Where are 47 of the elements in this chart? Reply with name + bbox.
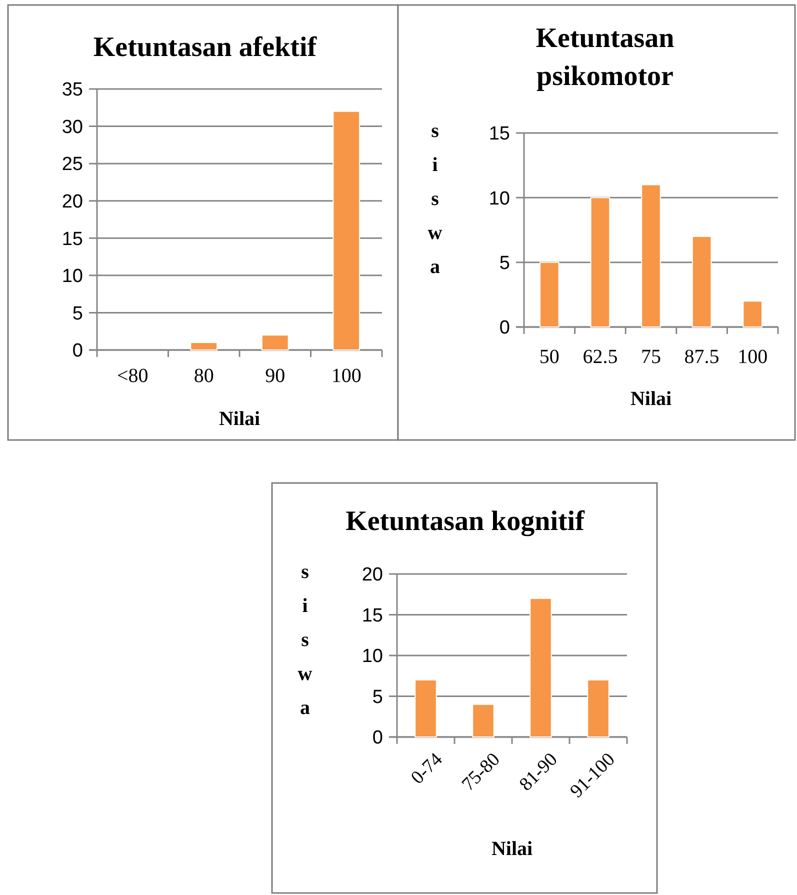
x-tick-label: 50 <box>539 346 560 368</box>
bar <box>587 679 610 738</box>
chart-title: Ketuntasan psikomotor <box>536 23 675 92</box>
x-tick-label: 100 <box>331 365 362 387</box>
y-tick-label: 5 <box>499 252 510 274</box>
x-tick-label: 87.5 <box>684 346 720 368</box>
x-tick-label: 100 <box>738 346 768 368</box>
y-axis-title: siswa <box>428 120 443 278</box>
x-tick-label: 0-74 <box>407 748 448 789</box>
bar <box>530 598 552 738</box>
y-tick-label: 20 <box>362 564 383 586</box>
y-tick-label: 35 <box>62 80 83 101</box>
bar <box>692 236 712 328</box>
chart-title: Ketuntasan afektif <box>93 32 318 63</box>
bar <box>190 342 218 350</box>
x-axis-title: Nilai <box>218 408 260 430</box>
y-tick-label: 10 <box>362 646 383 668</box>
bar <box>414 679 437 738</box>
y-tick-label: 10 <box>488 188 510 210</box>
x-tick-label: 75 <box>641 346 661 368</box>
y-tick-label: 0 <box>372 728 383 749</box>
x-tick-label: 62.5 <box>582 346 618 368</box>
bar <box>332 110 360 350</box>
x-tick-label: <80 <box>116 365 148 387</box>
y-axis-title: siswa <box>298 561 313 719</box>
bar <box>261 334 289 350</box>
bar <box>540 262 560 328</box>
bar <box>742 300 762 328</box>
bar <box>472 704 494 738</box>
y-tick-label: 15 <box>362 605 383 626</box>
x-axis-title: Nilai <box>491 838 533 860</box>
x-tick-label: 80 <box>194 365 214 387</box>
y-tick-label: 10 <box>62 266 83 288</box>
bar <box>590 197 610 328</box>
y-tick-label: 15 <box>62 228 83 250</box>
x-axis-title: Nilai <box>630 388 672 410</box>
y-tick-label: 30 <box>62 116 83 138</box>
y-tick-label: 15 <box>488 124 510 145</box>
y-tick-label: 0 <box>72 340 83 362</box>
x-tick-label: 90 <box>265 365 286 387</box>
y-tick-label: 0 <box>499 318 510 339</box>
y-tick-label: 5 <box>372 686 383 708</box>
chart-title: Ketuntasan kognitif <box>346 506 586 537</box>
bar <box>641 184 661 328</box>
y-tick-label: 5 <box>72 303 83 324</box>
y-tick-label: 20 <box>62 192 83 213</box>
y-tick-label: 25 <box>62 154 83 176</box>
